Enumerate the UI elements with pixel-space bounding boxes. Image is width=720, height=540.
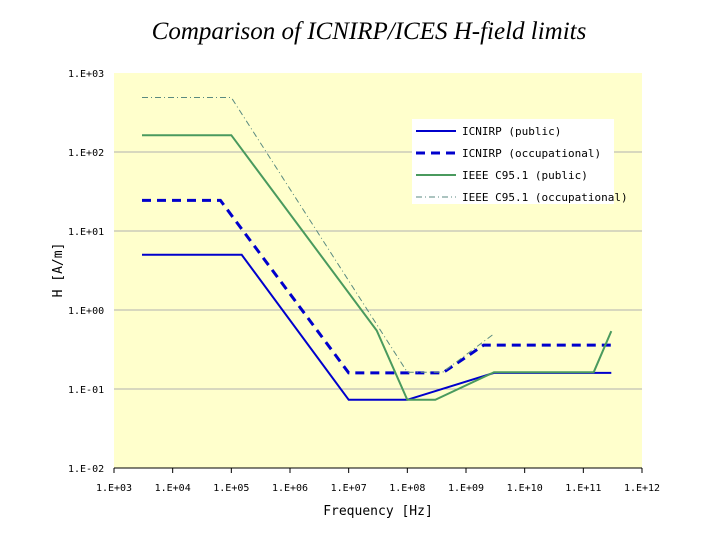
y-tick-label: 1.E+03 [68,69,104,80]
legend-box [412,119,614,204]
series-line [142,134,613,401]
x-tick-label: 1.E+06 [272,483,308,494]
series-line [142,97,495,373]
series-line [142,198,612,375]
x-tick-label: 1.E+11 [565,483,601,494]
y-tick-label: 1.E-02 [68,464,104,475]
legend-label: IEEE C95.1 (public) [462,169,588,182]
x-axis-title: Frequency [Hz] [323,504,433,519]
y-tick-label: 1.E+00 [68,306,104,317]
axes [113,467,643,473]
legend-label: ICNIRP (public) [462,125,561,138]
legend: ICNIRP (public) ICNIRP (occupational) IEEE… [412,119,628,204]
chart-title: Comparison of ICNIRP/ICES H-field limits [151,18,587,45]
legend-label: IEEE C95.1 (occupational) [462,191,628,204]
x-tick-label: 1.E+03 [96,483,132,494]
data-series [142,97,613,401]
x-tick-label: 1.E+12 [624,483,660,494]
y-tick-label: 1.E+01 [68,227,104,238]
y-axis-title: H [A/m] [51,243,66,298]
x-tick-label: 1.E+08 [389,483,425,494]
x-tick-label: 1.E+10 [507,483,543,494]
tick-labels: 1.E-02 1.E-01 1.E+00 1.E+01 1.E+02 1.E+03 1.E+… [68,69,660,494]
x-tick-label: 1.E+04 [155,483,191,494]
legend-label: ICNIRP (occupational) [462,147,601,160]
x-tick-label: 1.E+07 [331,483,367,494]
x-tick-label: 1.E+09 [448,483,484,494]
y-tick-label: 1.E-01 [68,385,104,396]
x-tick-label: 1.E+05 [213,483,249,494]
y-tick-label: 1.E+02 [68,148,104,159]
